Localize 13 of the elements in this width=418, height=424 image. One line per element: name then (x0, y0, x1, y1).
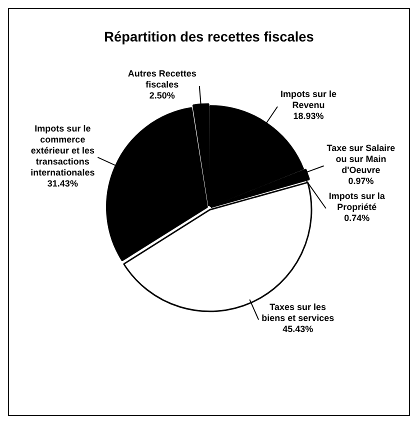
slice-label: Impots sur le Revenu (280, 89, 337, 110)
slice-label: Taxes sur les biens et services (262, 302, 334, 324)
slice-label: Taxe sur Salaire ou sur Main d'Oeuvre (326, 142, 396, 175)
data-label: 0.74% (344, 212, 370, 223)
data-label: 45.43% (282, 324, 314, 334)
slice-label: Impots sur le commerce extérieur et les transactions internationales (30, 123, 95, 178)
data-label: 31.43% (47, 178, 78, 188)
chart-title: Répartition des recettes fiscales (104, 28, 314, 44)
data-label: 0.97% (348, 176, 374, 186)
data-label: 2.50% (149, 90, 175, 101)
slice-label: Autres Recettes fiscales (128, 68, 196, 90)
data-label: 18.93% (293, 111, 324, 122)
slice-label: Impots sur la Propriété (328, 190, 386, 212)
